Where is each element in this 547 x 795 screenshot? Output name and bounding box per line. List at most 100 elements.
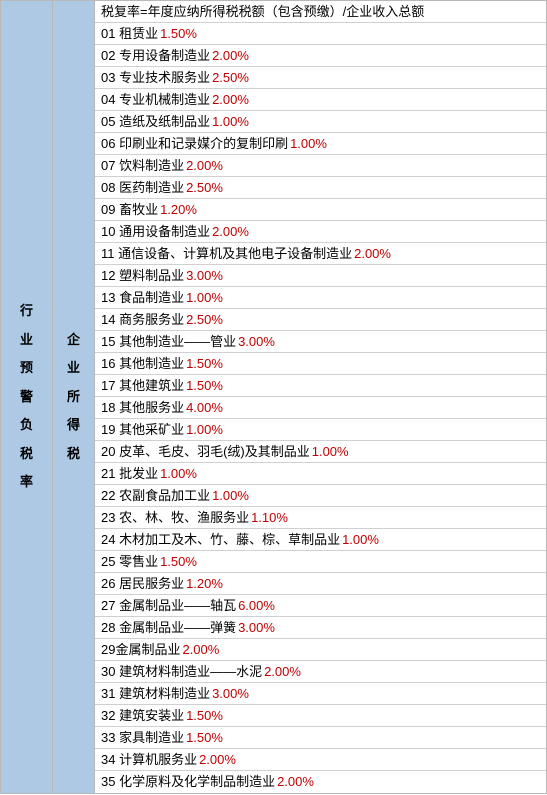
row-label: 13 食品制造业 bbox=[101, 289, 184, 307]
table-row: 14 商务服务业 2.50% bbox=[95, 309, 546, 331]
table-row: 18 其他服务业 4.00% bbox=[95, 397, 546, 419]
table-row: 16 其他制造业 1.50% bbox=[95, 353, 546, 375]
row-rate: 2.00% bbox=[212, 223, 249, 241]
tax-rate-table: 行业预警负税率 企业所得税 税复率=年度应纳所得税税额（包含预缴）/企业收入总额… bbox=[0, 0, 547, 794]
category-1-label: 行业预警负税率 bbox=[14, 297, 39, 497]
table-row: 07 饮料制造业 2.00% bbox=[95, 155, 546, 177]
row-label: 04 专业机械制造业 bbox=[101, 91, 210, 109]
row-label: 10 通用设备制造业 bbox=[101, 223, 210, 241]
row-rate: 1.50% bbox=[186, 729, 223, 747]
row-rate: 2.00% bbox=[212, 47, 249, 65]
row-rate: 3.00% bbox=[212, 685, 249, 703]
table-row: 22 农副食品加工业 1.00% bbox=[95, 485, 546, 507]
row-label: 09 畜牧业 bbox=[101, 201, 158, 219]
row-rate: 1.50% bbox=[186, 377, 223, 395]
row-rate: 1.00% bbox=[312, 443, 349, 461]
row-label: 25 零售业 bbox=[101, 553, 158, 571]
table-row: 03 专业技术服务业 2.50% bbox=[95, 67, 546, 89]
table-row: 13 食品制造业 1.00% bbox=[95, 287, 546, 309]
table-row: 30 建筑材料制造业——水泥 2.00% bbox=[95, 661, 546, 683]
row-label: 30 建筑材料制造业——水泥 bbox=[101, 663, 262, 681]
table-row: 02 专用设备制造业 2.00% bbox=[95, 45, 546, 67]
formula-header-row: 税复率=年度应纳所得税税额（包含预缴）/企业收入总额 bbox=[95, 1, 546, 23]
row-rate: 1.00% bbox=[186, 289, 223, 307]
row-rate: 1.00% bbox=[212, 487, 249, 505]
row-rate: 4.00% bbox=[186, 399, 223, 417]
row-label: 03 专业技术服务业 bbox=[101, 69, 210, 87]
row-rate: 1.50% bbox=[186, 355, 223, 373]
row-label: 28 金属制品业——弹簧 bbox=[101, 619, 236, 637]
row-label: 18 其他服务业 bbox=[101, 399, 184, 417]
row-label: 21 批发业 bbox=[101, 465, 158, 483]
category-2-label: 企业所得税 bbox=[67, 326, 80, 469]
row-rate: 2.00% bbox=[354, 245, 391, 263]
row-rate: 1.00% bbox=[186, 421, 223, 439]
table-row: 04 专业机械制造业 2.00% bbox=[95, 89, 546, 111]
data-rows-container: 税复率=年度应纳所得税税额（包含预缴）/企业收入总额 01 租赁业 1.50%0… bbox=[95, 1, 546, 793]
row-label: 29金属制品业 bbox=[101, 641, 180, 659]
table-row: 01 租赁业 1.50% bbox=[95, 23, 546, 45]
row-label: 26 居民服务业 bbox=[101, 575, 184, 593]
table-row: 25 零售业 1.50% bbox=[95, 551, 546, 573]
row-label: 33 家具制造业 bbox=[101, 729, 184, 747]
row-label: 05 造纸及纸制品业 bbox=[101, 113, 210, 131]
table-row: 27 金属制品业——轴瓦 6.00% bbox=[95, 595, 546, 617]
category-column-2: 企业所得税 bbox=[53, 1, 95, 793]
row-rate: 1.00% bbox=[342, 531, 379, 549]
row-rate: 2.50% bbox=[186, 179, 223, 197]
table-row: 17 其他建筑业 1.50% bbox=[95, 375, 546, 397]
row-label: 11 通信设备、计算机及其他电子设备制造业 bbox=[101, 245, 352, 263]
table-row: 32 建筑安装业 1.50% bbox=[95, 705, 546, 727]
row-rate: 3.00% bbox=[186, 267, 223, 285]
table-row: 33 家具制造业 1.50% bbox=[95, 727, 546, 749]
row-rate: 1.50% bbox=[160, 25, 197, 43]
row-rate: 1.50% bbox=[186, 707, 223, 725]
table-row: 21 批发业 1.00% bbox=[95, 463, 546, 485]
row-rate: 1.20% bbox=[160, 201, 197, 219]
table-row: 15 其他制造业——管业 3.00% bbox=[95, 331, 546, 353]
table-row: 06 印刷业和记录媒介的复制印刷 1.00% bbox=[95, 133, 546, 155]
row-rate: 1.00% bbox=[290, 135, 327, 153]
row-rate: 3.00% bbox=[238, 333, 275, 351]
row-label: 19 其他采矿业 bbox=[101, 421, 184, 439]
table-row: 35 化学原料及化学制品制造业 2.00% bbox=[95, 771, 546, 793]
table-row: 05 造纸及纸制品业 1.00% bbox=[95, 111, 546, 133]
row-label: 34 计算机服务业 bbox=[101, 751, 197, 769]
table-row: 20 皮革、毛皮、羽毛(绒)及其制品业1.00% bbox=[95, 441, 546, 463]
row-label: 20 皮革、毛皮、羽毛(绒)及其制品业 bbox=[101, 443, 310, 461]
row-label: 16 其他制造业 bbox=[101, 355, 184, 373]
row-rate: 1.50% bbox=[160, 553, 197, 571]
table-row: 08 医药制造业 2.50% bbox=[95, 177, 546, 199]
row-rate: 2.50% bbox=[186, 311, 223, 329]
category-column-1: 行业预警负税率 bbox=[1, 1, 53, 793]
row-label: 14 商务服务业 bbox=[101, 311, 184, 329]
row-rate: 2.00% bbox=[186, 157, 223, 175]
formula-text: 税复率=年度应纳所得税税额（包含预缴）/企业收入总额 bbox=[101, 3, 424, 21]
row-label: 22 农副食品加工业 bbox=[101, 487, 210, 505]
row-label: 23 农、林、牧、渔服务业 bbox=[101, 509, 249, 527]
table-row: 12 塑料制品业 3.00% bbox=[95, 265, 546, 287]
row-rate: 1.20% bbox=[186, 575, 223, 593]
table-row: 34 计算机服务业 2.00% bbox=[95, 749, 546, 771]
row-rate: 2.00% bbox=[264, 663, 301, 681]
table-row: 26 居民服务业 1.20% bbox=[95, 573, 546, 595]
row-rate: 6.00% bbox=[238, 597, 275, 615]
row-rate: 1.00% bbox=[160, 465, 197, 483]
row-label: 06 印刷业和记录媒介的复制印刷 bbox=[101, 135, 288, 153]
row-rate: 2.00% bbox=[199, 751, 236, 769]
row-rate: 2.00% bbox=[277, 773, 314, 791]
row-label: 01 租赁业 bbox=[101, 25, 158, 43]
row-label: 17 其他建筑业 bbox=[101, 377, 184, 395]
row-label: 02 专用设备制造业 bbox=[101, 47, 210, 65]
row-label: 08 医药制造业 bbox=[101, 179, 184, 197]
row-label: 24 木材加工及木、竹、藤、棕、草制品业 bbox=[101, 531, 340, 549]
row-label: 27 金属制品业——轴瓦 bbox=[101, 597, 236, 615]
table-row: 24 木材加工及木、竹、藤、棕、草制品业1.00% bbox=[95, 529, 546, 551]
table-row: 28 金属制品业——弹簧 3.00% bbox=[95, 617, 546, 639]
table-row: 19 其他采矿业 1.00% bbox=[95, 419, 546, 441]
row-rate: 2.50% bbox=[212, 69, 249, 87]
row-rate: 2.00% bbox=[182, 641, 219, 659]
row-label: 07 饮料制造业 bbox=[101, 157, 184, 175]
row-label: 12 塑料制品业 bbox=[101, 267, 184, 285]
row-label: 15 其他制造业——管业 bbox=[101, 333, 236, 351]
